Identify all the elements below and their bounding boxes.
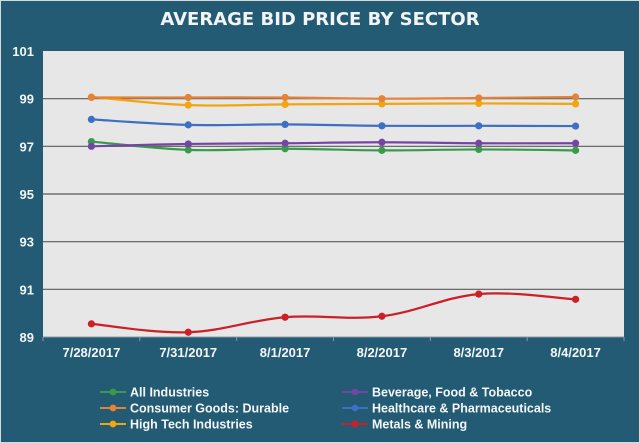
legend-marker: [109, 404, 117, 412]
data-point: [475, 94, 483, 102]
data-point: [571, 122, 580, 130]
data-point: [281, 313, 289, 321]
y-tick-label: 99: [20, 92, 34, 107]
y-tick-label: 89: [20, 330, 34, 345]
data-point: [281, 100, 289, 108]
legend-marker: [109, 420, 117, 428]
data-point: [378, 95, 386, 103]
series-healthcare-pharmaceuticals: [87, 115, 580, 130]
data-point: [571, 146, 580, 154]
data-point: [475, 99, 483, 108]
data-point: [475, 122, 483, 130]
data-point: [87, 142, 96, 150]
data-point: [87, 115, 96, 124]
data-point: [378, 146, 386, 154]
data-point: [184, 121, 192, 129]
series-line: [91, 141, 576, 148]
data-point: [571, 93, 580, 101]
data-point: [184, 140, 192, 148]
x-tick-label: 8/1/2017: [260, 345, 311, 360]
series-line: [91, 292, 576, 334]
data-point: [475, 145, 483, 154]
legend-label: Beverage, Food & Tobacco: [372, 386, 533, 400]
x-tick-label: 7/31/2017: [159, 345, 217, 360]
legend-marker: [351, 388, 359, 396]
y-tick-label: 95: [20, 187, 34, 202]
legend-label: Healthcare & Pharmaceuticals: [372, 402, 551, 416]
data-point: [571, 100, 580, 108]
legend-item: All Industries: [100, 386, 209, 400]
legend-item: Healthcare & Pharmaceuticals: [342, 402, 551, 416]
legend-item: High Tech Industries: [100, 418, 253, 432]
data-point: [281, 145, 289, 153]
series-line: [91, 118, 576, 128]
legend-item: Beverage, Food & Tobacco: [342, 386, 533, 400]
x-axis: 7/28/2017 7/31/2017 8/1/2017 8/2/2017 8/3/20…: [42, 336, 625, 360]
legend-label: High Tech Industries: [130, 418, 253, 432]
data-point: [184, 146, 192, 154]
legend-item: Consumer Goods: Durable: [100, 402, 289, 416]
legend-marker: [109, 388, 117, 396]
y-tick-label: 93: [20, 235, 34, 250]
legend-label: Metals & Mining: [372, 418, 467, 432]
data-point: [378, 312, 386, 320]
data-point: [184, 328, 192, 336]
chart-title: AVERAGE BID PRICE BY SECTOR: [160, 9, 480, 30]
series-consumer-goods-durable: [87, 93, 580, 103]
data-point: [571, 139, 580, 147]
y-tick-label: 97: [20, 139, 34, 154]
x-tick-label: 8/3/2017: [453, 345, 504, 360]
x-tick-label: 8/4/2017: [550, 345, 601, 360]
data-point: [475, 139, 483, 147]
data-point: [378, 138, 386, 146]
series-line: [91, 95, 576, 107]
data-point: [475, 290, 483, 298]
y-tick-label: 91: [20, 282, 34, 297]
x-tick-label: 7/28/2017: [62, 345, 120, 360]
legend-marker: [351, 404, 359, 412]
series-metals-mining: [87, 290, 580, 336]
data-point: [184, 93, 192, 102]
series-beverage-food-tobacco: [87, 138, 580, 150]
data-point: [87, 93, 96, 102]
series-lines: [87, 93, 580, 336]
data-point: [281, 120, 289, 129]
series-line: [91, 140, 576, 152]
legend: All Industries Beverage, Food & Tobacco Co…: [100, 386, 551, 432]
data-point: [184, 101, 192, 109]
legend-item: Metals & Mining: [342, 418, 467, 432]
series-all-industries: [87, 137, 580, 154]
legend-label: Consumer Goods: Durable: [130, 402, 289, 416]
legend-label: All Industries: [130, 386, 209, 400]
y-axis-ticks: 89 91 93 95 97 99 101: [12, 44, 34, 345]
data-point: [281, 93, 289, 102]
y-tick-label: 101: [12, 44, 34, 59]
data-point: [571, 295, 580, 303]
x-tick-label: 8/2/2017: [357, 345, 408, 360]
data-point: [378, 122, 386, 130]
legend-marker: [351, 420, 359, 428]
series-line: [91, 95, 576, 100]
data-point: [281, 139, 289, 147]
data-point: [87, 320, 96, 328]
data-point: [378, 100, 386, 108]
